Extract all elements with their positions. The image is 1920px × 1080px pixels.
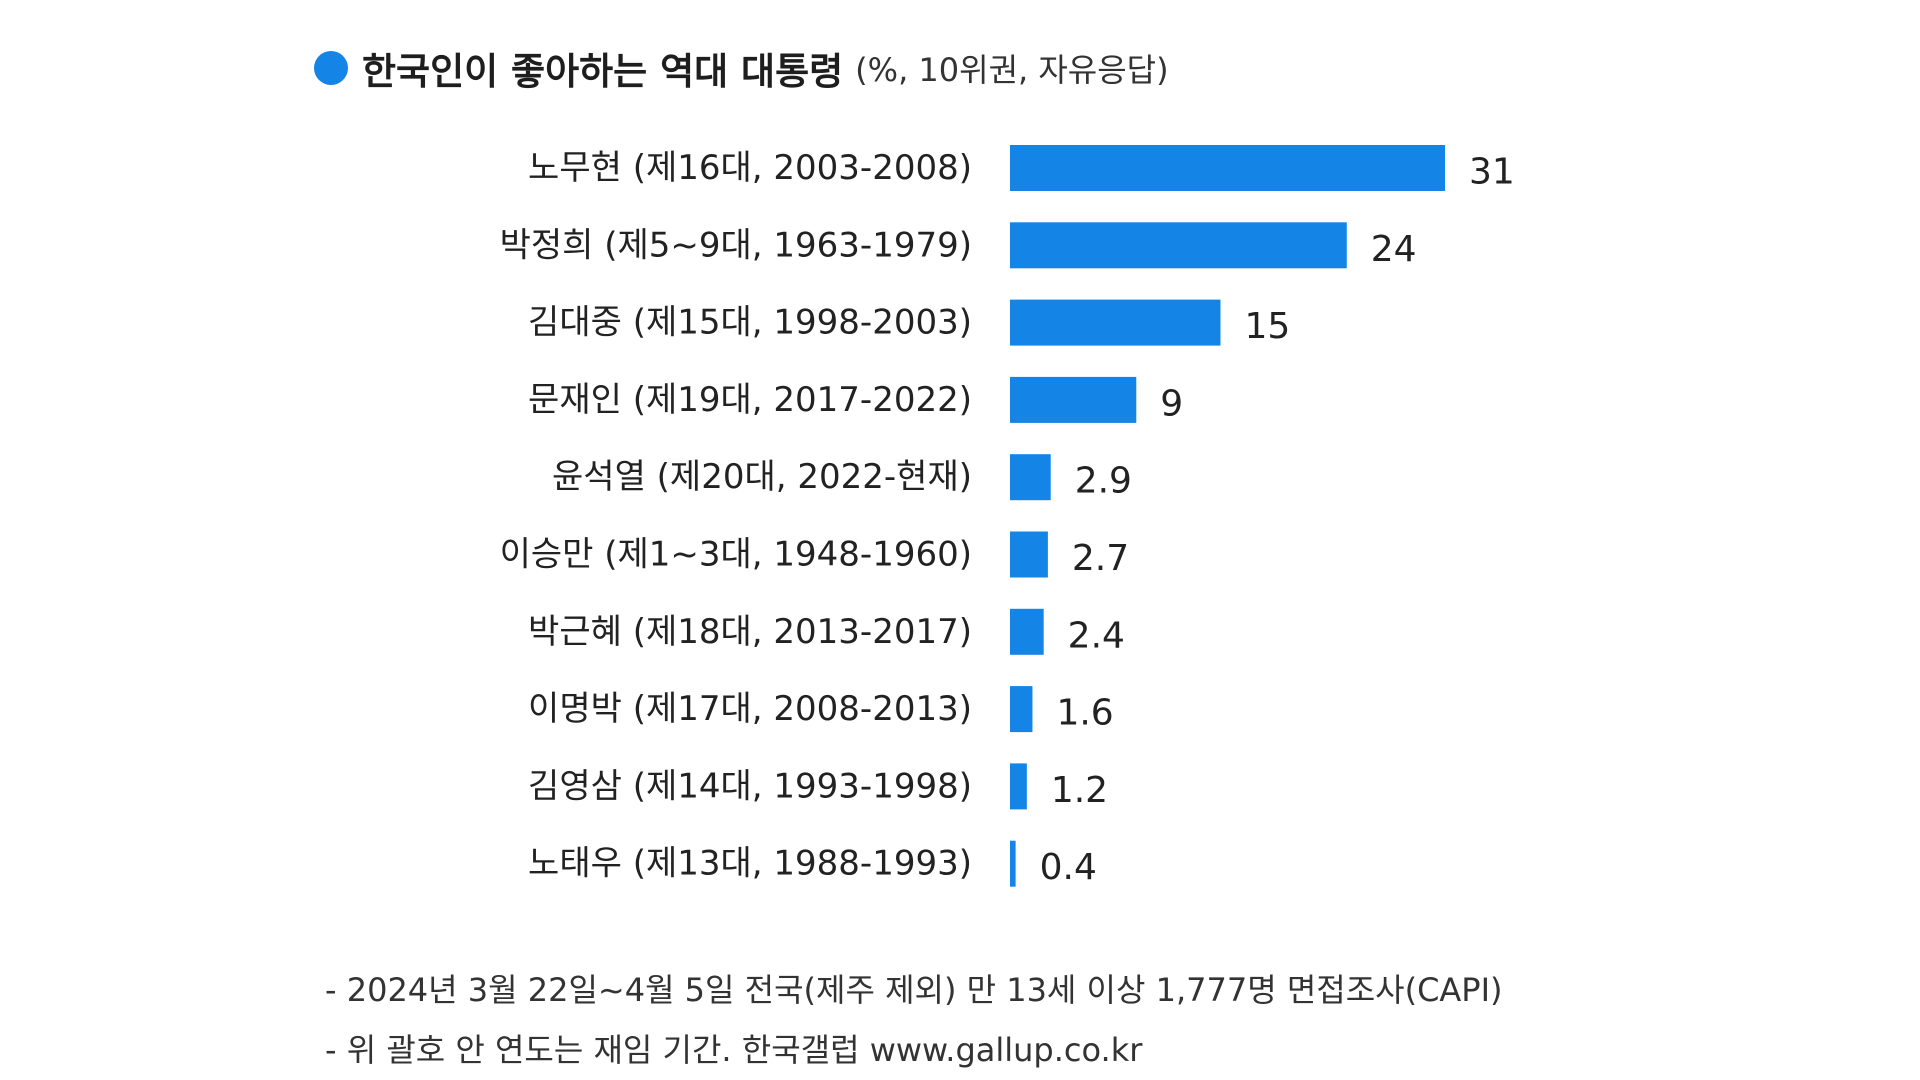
bar [1010,376,1137,423]
bar [1010,763,1027,810]
bar [1010,145,1445,191]
footnotes: - 2024년 3월 22일~4월 5일 전국(제주 제외) 만 13세 이상 … [325,960,1503,1080]
bar [1010,840,1016,887]
bar [1010,531,1048,578]
chart-subtitle: (%, 10위권, 자유응답) [855,51,1169,89]
category-label: 윤석열 (제20대, 2022-현재) [552,457,972,497]
category-label: 박근혜 (제18대, 2013-2017) [528,612,972,652]
chart-title: 한국인이 좋아하는 역대 대통령 [362,50,844,93]
footnote-source: - 위 괄호 안 연도는 재임 기간. 한국갤럽 www.gallup.co.k… [325,1031,1143,1069]
data-label: 2.7 [1072,538,1129,579]
data-label: 2.4 [1068,615,1125,656]
data-label: 31 [1469,152,1515,193]
data-label: 9 [1160,383,1183,424]
footnote-survey: - 2024년 3월 22일~4월 5일 전국(제주 제외) 만 13세 이상 … [325,971,1503,1009]
bar [1010,454,1051,501]
bar-chart: 노무현 (제16대, 2003-2008) 31 박정희 (제5~9대, 1963-… [500,145,1515,888]
data-label: 15 [1244,306,1290,347]
bar [1010,299,1221,346]
data-label: 0.4 [1040,847,1097,888]
data-label: 1.2 [1051,770,1108,811]
data-label: 24 [1371,229,1417,270]
chart-title-row: 한국인이 좋아하는 역대 대통령 (%, 10위권, 자유응답) [314,42,1169,94]
bullet-dot-icon [314,51,348,85]
category-label: 이명박 (제17대, 2008-2013) [528,689,972,729]
category-label: 김대중 (제15대, 1998-2003) [528,303,972,343]
bar [1010,222,1347,269]
category-label: 노무현 (제16대, 2003-2008) [528,148,972,188]
category-label: 박정희 (제5~9대, 1963-1979) [500,225,972,265]
bar [1010,686,1033,733]
category-label: 이승만 (제1~3대, 1948-1960) [500,535,972,575]
bar [1010,608,1044,655]
category-label: 문재인 (제19대, 2017-2022) [528,380,972,420]
category-label: 김영삼 (제14대, 1993-1998) [528,766,972,806]
data-label: 2.9 [1075,461,1132,502]
data-label: 1.6 [1056,693,1113,734]
category-label: 노태우 (제13대, 1988-1993) [528,844,972,884]
